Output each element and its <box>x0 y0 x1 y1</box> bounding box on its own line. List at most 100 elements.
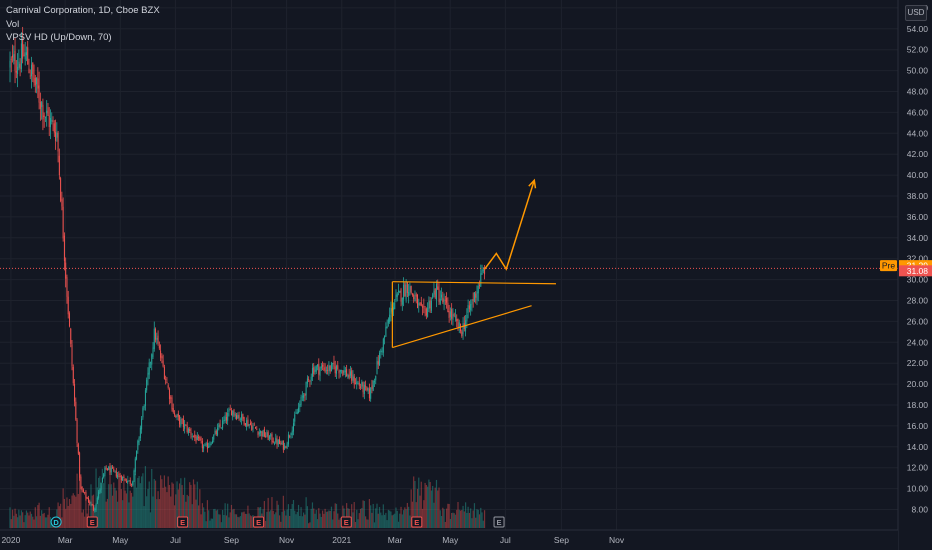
candle <box>66 274 68 304</box>
candle-body <box>427 307 429 317</box>
candle <box>186 421 188 434</box>
volume-bar <box>297 504 300 528</box>
candle-body <box>61 199 63 207</box>
time-axis[interactable]: 2020 Mar May Jul Sep Nov 2021 Mar May Jul Sep Nov <box>0 529 898 550</box>
candle-body <box>330 363 332 372</box>
volume-bar <box>323 513 325 528</box>
candle <box>130 483 132 488</box>
candle <box>308 376 310 383</box>
candle <box>143 404 145 411</box>
candle-body <box>86 497 88 499</box>
candle <box>75 397 77 421</box>
candle-body <box>441 294 443 298</box>
volume-bar <box>244 513 246 528</box>
volume-bar <box>38 502 40 528</box>
volume-bar <box>195 499 197 528</box>
candle <box>103 472 105 479</box>
candle-body <box>118 473 120 475</box>
candle <box>313 363 315 377</box>
candle-body <box>156 337 158 340</box>
candle <box>127 480 129 484</box>
volume-bar <box>100 485 102 528</box>
symbol-title[interactable]: Carnival Corporation, 1D, Cboe BZX <box>6 5 160 16</box>
candle <box>148 358 150 380</box>
candle-body <box>214 430 216 434</box>
earnings-marker[interactable]: E <box>340 516 352 528</box>
candle-body <box>270 434 272 437</box>
currency-badge[interactable]: USD <box>905 5 927 21</box>
volume-bar <box>284 510 286 528</box>
volume-bar <box>252 515 254 528</box>
candle-body <box>14 50 16 71</box>
volume-bar <box>427 486 429 528</box>
candle <box>101 477 103 483</box>
candle <box>227 408 229 425</box>
volume-bar <box>354 521 357 528</box>
volume-bar <box>453 513 455 528</box>
volume-bar <box>399 513 401 528</box>
candle <box>52 116 54 132</box>
candle <box>399 290 401 294</box>
volume-bar <box>268 511 271 528</box>
candle-body <box>352 374 354 381</box>
candle-body <box>243 417 245 425</box>
volume-bar <box>438 487 440 528</box>
candle <box>344 367 346 378</box>
candle-body <box>210 443 212 445</box>
candle-body <box>267 432 269 440</box>
candle <box>125 478 127 483</box>
candle <box>76 418 78 447</box>
candle-body <box>472 298 474 302</box>
candle-body <box>82 489 84 493</box>
candle <box>373 378 375 387</box>
candle <box>324 363 326 374</box>
volume-bar <box>134 474 136 528</box>
volume-bar <box>60 503 62 528</box>
candle <box>65 257 67 288</box>
earnings-marker[interactable]: E <box>253 516 265 528</box>
candle-body <box>482 269 484 272</box>
candle <box>295 409 297 414</box>
candle-body <box>67 296 69 315</box>
candle <box>42 98 44 131</box>
volume-bar <box>328 510 330 528</box>
price-tick-label: 8.00 <box>911 505 928 515</box>
earnings-marker[interactable]: E <box>411 516 423 528</box>
candle-body <box>20 43 22 70</box>
candle-body <box>129 479 131 485</box>
drawing-layer[interactable] <box>391 178 556 349</box>
volume-bar <box>397 521 400 528</box>
candle-body <box>204 445 206 447</box>
volume-bar <box>218 514 220 528</box>
vpsv-legend[interactable]: VPSV HD (Up/Down, 70) <box>6 32 112 43</box>
candle <box>441 287 443 301</box>
candle-body <box>127 480 129 482</box>
volume-legend[interactable]: Vol <box>6 18 20 30</box>
time-tick-label: Nov <box>279 535 295 545</box>
time-tick-label: Nov <box>609 535 625 545</box>
volume-bar <box>228 517 230 528</box>
candle-body <box>167 385 169 388</box>
candle <box>438 282 440 306</box>
candle <box>461 329 463 338</box>
volume-bar <box>81 512 83 528</box>
candle-body <box>346 369 348 377</box>
candle-body <box>81 487 83 491</box>
candle-body <box>143 405 145 408</box>
candle <box>266 429 268 438</box>
price-tick-label: 40.00 <box>907 170 929 180</box>
candle <box>257 431 259 438</box>
candle <box>428 296 430 313</box>
candle-body <box>63 235 65 261</box>
earnings-marker[interactable]: E <box>86 516 98 528</box>
premarket-label-bg <box>880 260 897 272</box>
dividend-marker[interactable]: D <box>50 516 62 528</box>
candle <box>413 293 415 303</box>
earnings-marker[interactable]: E <box>493 516 505 528</box>
candle-body <box>268 436 270 439</box>
volume-bar <box>267 497 269 528</box>
earnings-marker[interactable]: E <box>177 516 189 528</box>
candle-body <box>23 54 25 56</box>
